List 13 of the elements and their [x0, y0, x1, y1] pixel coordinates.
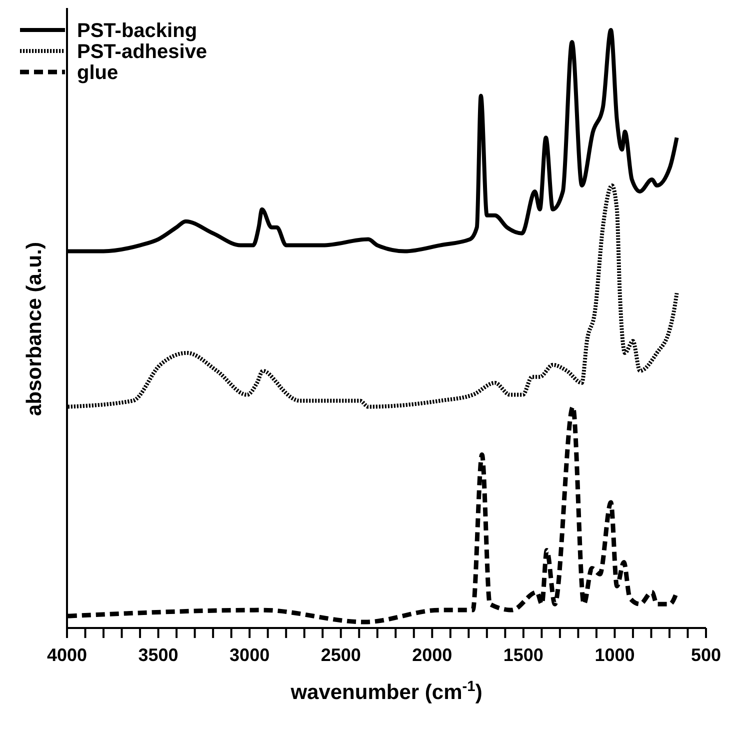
x-tick-label: 1000 — [594, 645, 635, 665]
y-axis-title: absorbance (a.u.) — [23, 242, 46, 416]
x-tick-label: 2000 — [412, 645, 452, 665]
legend-label: glue — [77, 62, 118, 84]
legend-label: PST-backing — [77, 20, 198, 42]
x-tick-label: 2500 — [320, 645, 361, 665]
legend-label: PST-adhesive — [77, 41, 208, 63]
x-tick-label: 4000 — [46, 645, 88, 665]
x-tick-label: 500 — [690, 645, 722, 665]
x-tick-label: 1500 — [503, 645, 544, 665]
x-tick-label: 3500 — [138, 645, 178, 665]
x-axis-title: wavenumber (cm$^{-1}$) — [290, 679, 482, 704]
x-tick-label: 3000 — [230, 645, 270, 665]
